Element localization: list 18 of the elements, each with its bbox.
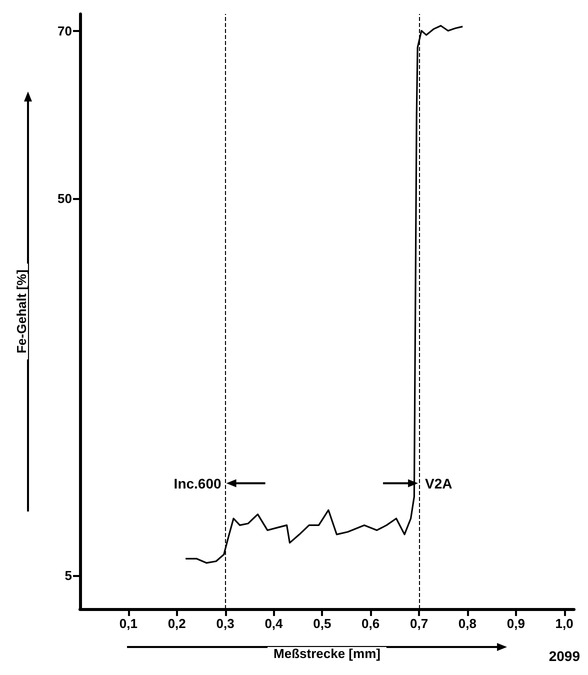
x-tick-label: 0,2 <box>168 616 186 631</box>
x-tick-label: 0,8 <box>458 616 476 631</box>
x-axis-title: Meßstrecke [mm] <box>274 646 380 661</box>
x-tick-label: 0,7 <box>410 616 428 631</box>
x-tick-label: 1,0 <box>555 616 574 631</box>
y-tick-label: 70 <box>58 23 72 38</box>
x-tick-label: 0,1 <box>119 616 138 631</box>
x-tick-label: 0,4 <box>264 616 284 631</box>
y-tick-label: 5 <box>64 568 72 583</box>
x-tick-label: 0,5 <box>313 616 332 631</box>
annotation: Inc.600 <box>174 475 222 492</box>
x-tick-label: 0,9 <box>506 616 525 631</box>
x-tick-label: 0,3 <box>216 616 234 631</box>
x-tick-label: 0,6 <box>362 616 380 631</box>
annotation: V2A <box>425 475 452 492</box>
y-tick-label: 50 <box>58 190 72 206</box>
y-axis-title: Fe-Gehalt [%] <box>14 270 29 354</box>
text: 2099 <box>548 648 580 664</box>
